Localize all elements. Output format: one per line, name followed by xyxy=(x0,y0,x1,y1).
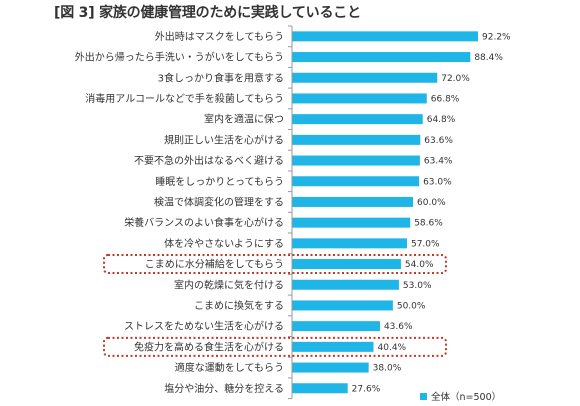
legend-label: 全体（n=500） xyxy=(431,392,502,403)
bar xyxy=(292,155,420,166)
category-label: 室内の乾燥に気を付ける xyxy=(174,278,284,291)
data-label: 50.0% xyxy=(397,301,426,311)
category-label: 室内を適温に保つ xyxy=(204,113,284,126)
data-label: 63.6% xyxy=(424,136,453,146)
category-label: 塩分や油分、糖分を控える xyxy=(164,382,284,395)
category-label: 適度な運動をしてもらう xyxy=(175,361,284,374)
category-label: 栄養バランスのよい食事を心がける xyxy=(124,216,284,229)
bar xyxy=(292,52,471,63)
bar xyxy=(292,383,348,394)
category-label: 不要不急の外出はなるべく避ける xyxy=(134,154,284,167)
bar xyxy=(292,217,411,228)
data-label: 63.0% xyxy=(423,177,452,187)
chart-title: [図 3] 家族の健康管理のために実践していること xyxy=(54,5,361,21)
category-label: 消毒用アルコールなどで手を殺菌してもらう xyxy=(85,92,284,105)
category-label: こまめに水分補給をしてもらう xyxy=(145,258,284,271)
data-label: 38.0% xyxy=(373,364,402,374)
category-label: ストレスをためない生活を心がける xyxy=(124,320,284,333)
bar xyxy=(292,279,399,290)
data-label: 60.0% xyxy=(417,198,446,208)
data-label: 53.0% xyxy=(403,281,432,291)
data-label: 92.2% xyxy=(482,32,511,42)
bar xyxy=(292,321,380,332)
bar xyxy=(292,176,420,187)
bar xyxy=(292,300,393,311)
category-label: 3食しっかり食事を用意する xyxy=(158,71,284,84)
data-label: 64.8% xyxy=(427,115,456,125)
bar xyxy=(292,134,421,145)
category-label: 規則正しい生活を心がける xyxy=(164,133,284,146)
bar xyxy=(292,259,401,270)
data-label: 88.4% xyxy=(474,53,503,63)
bar xyxy=(292,93,427,104)
bar xyxy=(292,196,414,207)
highlight-box xyxy=(103,336,447,357)
category-label: 体を冷やさないようにする xyxy=(164,237,284,250)
category-label: こまめに換気をする xyxy=(194,299,284,312)
bar xyxy=(292,114,423,125)
highlight-box xyxy=(103,254,447,275)
category-label: 外出時はマスクをしてもらう xyxy=(155,30,284,43)
bar xyxy=(292,362,369,373)
data-label: 66.8% xyxy=(431,94,460,104)
bar xyxy=(292,238,407,249)
data-label: 57.0% xyxy=(411,239,440,249)
bar xyxy=(292,72,438,83)
data-label: 63.4% xyxy=(424,157,453,167)
data-label: 58.6% xyxy=(414,219,443,229)
data-label: 27.6% xyxy=(352,384,381,394)
category-label: 免疫力を高める食生活を心がける xyxy=(134,340,284,353)
bar xyxy=(292,341,374,352)
category-label: 検温で体調変化の管理をする xyxy=(154,195,284,208)
category-label: 外出から帰ったら手洗い・うがいをしてもらう xyxy=(75,51,284,64)
legend: 全体（n=500） xyxy=(420,389,501,403)
data-label: 40.4% xyxy=(378,343,407,353)
legend-swatch xyxy=(420,393,427,400)
data-label: 54.0% xyxy=(405,260,434,270)
bar xyxy=(292,31,478,42)
category-label: 睡眠をしっかりとってもらう xyxy=(155,175,284,188)
data-label: 72.0% xyxy=(441,74,470,84)
data-label: 43.6% xyxy=(384,322,413,332)
